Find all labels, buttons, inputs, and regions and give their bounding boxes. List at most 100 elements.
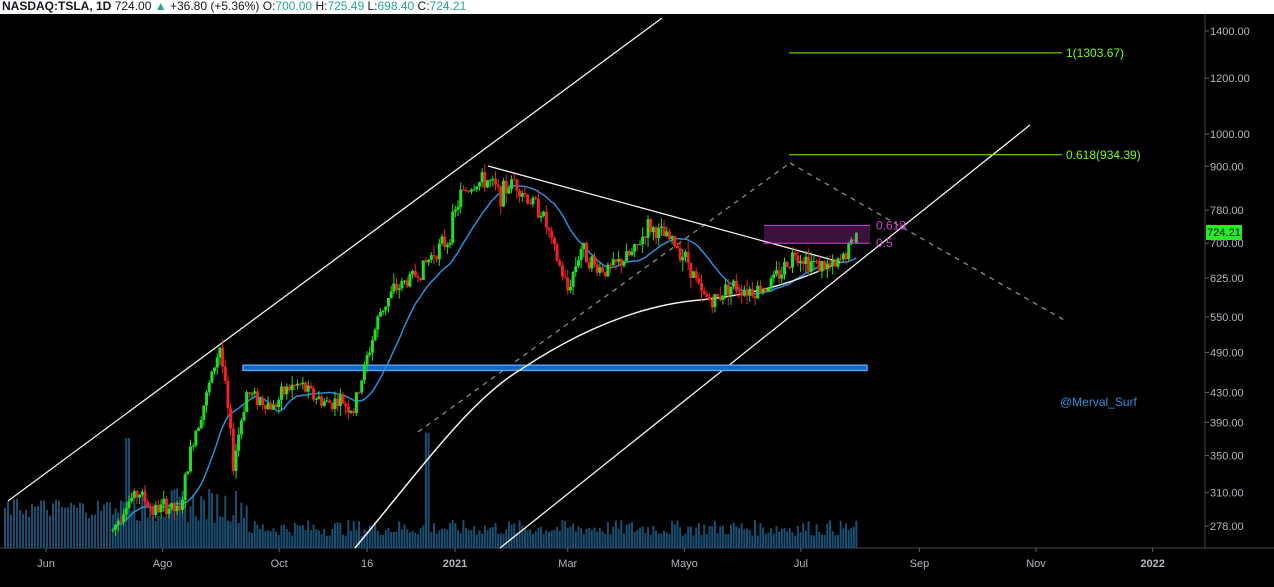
candle-body (373, 329, 377, 341)
candle-body (726, 284, 730, 295)
close-value: 724.21 (429, 0, 467, 13)
volume-bar (449, 522, 452, 548)
volume-bar (799, 532, 802, 548)
volume-bar (157, 515, 160, 548)
volume-bar (604, 533, 607, 548)
volume-bar (454, 523, 457, 548)
candle-body (560, 265, 564, 277)
volume-bar (135, 520, 138, 548)
volume-bar (366, 531, 369, 548)
candle-body (477, 182, 481, 187)
candle-body (617, 258, 621, 262)
volume-bar (762, 527, 765, 548)
volume-bar (767, 532, 770, 548)
candle-body (188, 446, 192, 472)
volume-bar (770, 528, 773, 548)
volume-bar (4, 507, 6, 548)
candle-body (716, 294, 720, 297)
volume-bar (141, 492, 144, 548)
volume-bar (197, 520, 200, 548)
candle-body (534, 197, 538, 199)
candle-body (499, 186, 503, 207)
volume-bar (569, 526, 572, 548)
chart-background (0, 14, 1274, 587)
candle-body (675, 245, 679, 249)
volume-bar (593, 527, 596, 548)
candle-body (603, 271, 607, 277)
volume-bar (438, 530, 441, 548)
volume-bar (820, 534, 823, 548)
volume-bar (614, 520, 617, 548)
candle-body (266, 403, 270, 410)
candle-body (681, 257, 685, 261)
last-price-tag: 724.21 (1206, 225, 1242, 240)
volume-bar (783, 527, 786, 548)
volume-bar (746, 528, 749, 548)
volume-bar (473, 526, 476, 548)
candle-body (844, 253, 848, 260)
volume-bar (457, 530, 460, 548)
volume-bar (852, 526, 855, 548)
candle-body (496, 184, 500, 187)
volume-bar (842, 528, 845, 548)
time-tick-label: Mayo (671, 558, 698, 570)
candle-body (595, 264, 599, 273)
volume-bar (213, 522, 216, 548)
volume-bar (55, 499, 57, 548)
price-chart[interactable]: 1400.00 1200.00 1000.00 900.00 780.00 700.00 6… (0, 14, 1274, 587)
candles (111, 164, 858, 537)
candle-body (325, 400, 329, 402)
candle-body (395, 283, 399, 290)
candle-body (601, 267, 605, 272)
volume-bar (218, 516, 221, 548)
volume-bar (422, 525, 425, 548)
volume-bar (130, 510, 133, 548)
candle-body (419, 277, 423, 280)
volume-bar (515, 532, 518, 548)
candle-body (627, 251, 631, 256)
volume-bar (459, 533, 462, 548)
candle-body (435, 256, 439, 260)
candle-body (221, 347, 225, 367)
volume-bar (304, 530, 307, 548)
volume-bar (791, 532, 794, 548)
volume-bar (360, 535, 363, 548)
volume-bar (320, 534, 323, 548)
volume-bar (582, 534, 585, 548)
time-axis: Jun Ago Oct 16 2021 Mar Mayo Jul Sep Nov 2022 (37, 548, 1165, 570)
volume-bar (649, 534, 652, 548)
candle-body (336, 398, 340, 407)
candle-body (306, 385, 310, 392)
candle-body (651, 227, 655, 233)
candle-body (124, 507, 128, 515)
volume-bar (280, 525, 283, 548)
high-label: H: (315, 0, 328, 13)
candle-body (298, 383, 302, 385)
candle-body (344, 403, 348, 407)
candle-body (469, 189, 473, 192)
candle-body (807, 256, 811, 272)
volume-bar (494, 523, 497, 548)
volume-bar (323, 528, 326, 548)
candle-body (638, 244, 642, 246)
volume-bar (839, 520, 842, 548)
candle-body (852, 239, 856, 241)
volume-bar (644, 532, 647, 548)
volume-bar (192, 494, 195, 548)
candle-body (405, 280, 409, 287)
candle-body (429, 255, 433, 260)
volume-bar (724, 534, 727, 548)
candle-body (143, 491, 147, 502)
volume-bar (350, 530, 353, 548)
candle-body (320, 396, 324, 406)
volume-bar (470, 530, 473, 548)
candle-body (451, 211, 455, 243)
candle-body (416, 276, 420, 278)
candle-body (207, 382, 211, 393)
volume-bar (810, 534, 813, 548)
fib-level-label: 0.5 (876, 236, 893, 250)
candle-body (702, 290, 706, 295)
volume-bar (296, 525, 299, 548)
volume-bar (572, 523, 575, 548)
volume-bar (301, 525, 304, 548)
